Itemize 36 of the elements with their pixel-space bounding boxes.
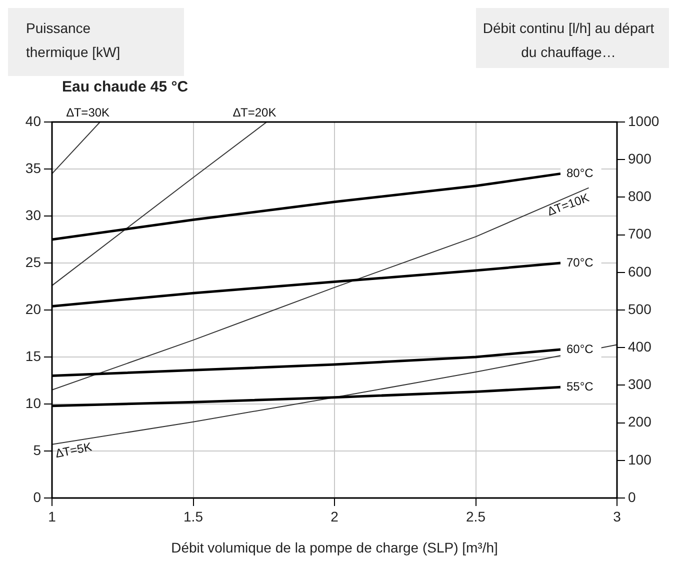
y2-tick-label: 700 bbox=[628, 226, 652, 242]
y-tick-label: 5 bbox=[33, 442, 42, 458]
y2-tick-label: 1000 bbox=[628, 112, 660, 129]
x-tick-label: 2 bbox=[330, 508, 339, 524]
x-tick-label: 1.5 bbox=[184, 508, 204, 524]
y-axis-title: Puissance thermique [kW] bbox=[8, 8, 184, 76]
y2-tick-label: 600 bbox=[628, 263, 652, 280]
x-tick-label: 3 bbox=[613, 508, 622, 524]
y2-tick-label: 500 bbox=[628, 300, 652, 317]
y-tick-label: 35 bbox=[25, 160, 42, 176]
x-tick-label: 1 bbox=[48, 508, 56, 524]
y-tick-label: 30 bbox=[25, 206, 42, 223]
annotation: ∆T=20K bbox=[233, 105, 276, 120]
y-tick-label: 15 bbox=[25, 348, 42, 364]
y2-tick-label: 200 bbox=[628, 414, 652, 430]
y2-tick-label: 900 bbox=[628, 150, 652, 166]
y-tick-label: 20 bbox=[25, 300, 42, 317]
annotation: ∆T=5K bbox=[54, 440, 93, 461]
x-axis-title: Débit volumique de la pompe de charge (SLP) [m³/h] bbox=[171, 539, 498, 556]
y2-tick-label: 100 bbox=[628, 451, 652, 468]
series-label: 60°C bbox=[566, 342, 594, 356]
y-tick-label: 25 bbox=[25, 254, 42, 270]
series-label: 55°C bbox=[566, 379, 594, 394]
y2-tick-label: 0 bbox=[628, 488, 636, 505]
chart-title: Eau chaude 45 °C bbox=[62, 78, 188, 96]
annotation: ∆T=30K bbox=[66, 105, 110, 120]
y-tick-label: 0 bbox=[33, 488, 42, 505]
series-label: 70°C bbox=[566, 255, 594, 270]
series-label: 80°C bbox=[566, 166, 594, 180]
y-tick-label: 10 bbox=[25, 394, 42, 411]
y2-tick-label: 800 bbox=[628, 188, 652, 204]
y-tick-label: 40 bbox=[25, 112, 42, 129]
y2-axis-title: Débit continu [l/h] au départ du chauffage… bbox=[476, 8, 669, 68]
x-tick-label: 2.5 bbox=[466, 508, 486, 524]
y2-tick-label: 400 bbox=[628, 338, 652, 354]
y2-tick-label: 300 bbox=[628, 376, 652, 392]
